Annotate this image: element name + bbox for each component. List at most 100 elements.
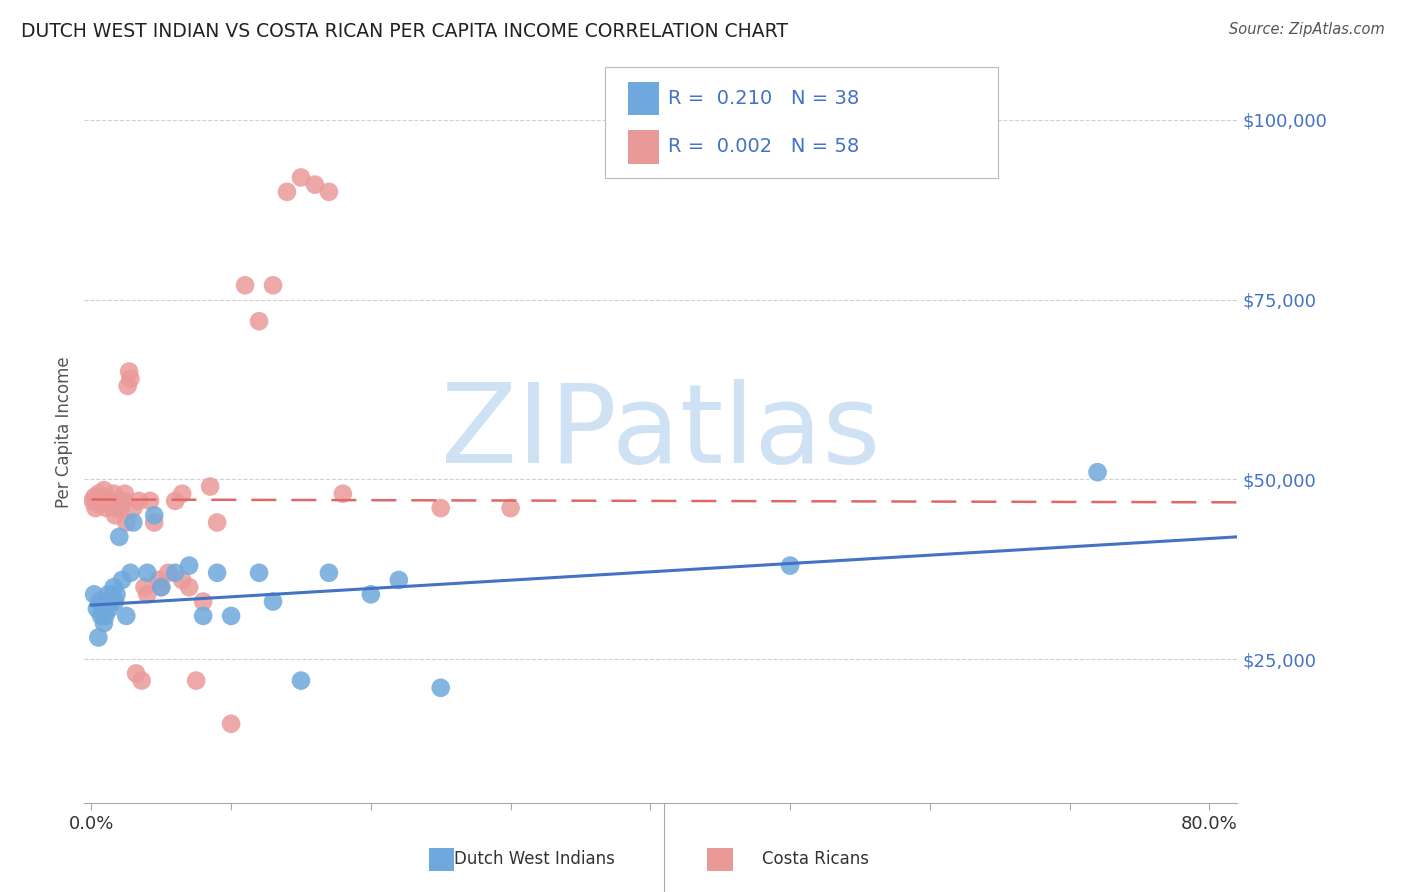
Point [262, 278, 284, 293]
Point [262, 594, 284, 608]
Point [91, 494, 114, 508]
Point [150, 580, 173, 594]
Point [105, 587, 128, 601]
Point [101, 494, 124, 508]
Point [290, 673, 312, 688]
Point [107, 494, 129, 508]
Point [97, 587, 120, 601]
Point [165, 494, 187, 508]
Point [165, 566, 187, 580]
Text: DUTCH WEST INDIAN VS COSTA RICAN PER CAPITA INCOME CORRELATION CHART: DUTCH WEST INDIAN VS COSTA RICAN PER CAP… [21, 22, 789, 41]
Point [233, 278, 256, 293]
Point [100, 494, 122, 508]
Point [96, 594, 118, 608]
Point [205, 516, 228, 530]
Point [429, 501, 451, 516]
Point [125, 666, 148, 681]
Point [86, 494, 108, 508]
Point [90, 608, 112, 623]
Point [108, 494, 131, 508]
Point [247, 566, 270, 580]
Text: Source: ZipAtlas.com: Source: ZipAtlas.com [1229, 22, 1385, 37]
Point [110, 501, 132, 516]
Text: R =  0.002   N = 58: R = 0.002 N = 58 [668, 137, 859, 156]
Point [139, 494, 162, 508]
Point [205, 566, 228, 580]
Point [219, 716, 242, 731]
Point [104, 594, 127, 608]
Point [128, 494, 150, 508]
Point [136, 566, 159, 580]
Point [1087, 465, 1109, 479]
Text: ZIPatlas: ZIPatlas [441, 379, 880, 486]
Point [360, 587, 382, 601]
Point [290, 170, 312, 185]
Point [103, 486, 125, 500]
Point [219, 608, 242, 623]
Y-axis label: Per Capita Income: Per Capita Income [55, 357, 73, 508]
Point [101, 587, 124, 601]
Point [157, 566, 180, 580]
Point [118, 365, 141, 379]
Point [186, 673, 208, 688]
Point [179, 558, 201, 573]
Point [388, 573, 411, 587]
Point [143, 508, 166, 523]
Point [82, 494, 104, 508]
Point [86, 601, 108, 615]
Point [103, 580, 125, 594]
Point [122, 516, 145, 530]
Point [429, 681, 451, 695]
Point [332, 486, 354, 500]
Point [98, 601, 121, 615]
Point [779, 558, 801, 573]
Point [105, 501, 128, 516]
Point [84, 501, 107, 516]
Point [111, 494, 134, 508]
Point [83, 587, 105, 601]
Point [136, 587, 159, 601]
Point [318, 185, 340, 199]
Point [122, 501, 145, 516]
Point [191, 608, 214, 623]
Text: Dutch West Indians: Dutch West Indians [454, 850, 614, 868]
Point [97, 494, 120, 508]
Text: R =  0.210   N = 38: R = 0.210 N = 38 [668, 89, 859, 108]
Point [89, 498, 111, 512]
Point [304, 178, 326, 192]
Point [134, 580, 156, 594]
Point [115, 516, 138, 530]
Point [93, 616, 115, 631]
Point [112, 494, 135, 508]
Point [98, 498, 121, 512]
Point [120, 372, 142, 386]
Point [131, 673, 153, 688]
Point [318, 566, 340, 580]
Point [87, 631, 110, 645]
Point [96, 501, 118, 516]
Point [191, 594, 214, 608]
Point [83, 491, 105, 505]
Point [115, 608, 138, 623]
Point [114, 486, 136, 500]
Point [117, 379, 139, 393]
Point [93, 483, 115, 497]
Point [247, 314, 270, 328]
Point [179, 580, 201, 594]
Point [89, 594, 111, 608]
Point [198, 479, 221, 493]
Text: Costa Ricans: Costa Ricans [762, 850, 869, 868]
Point [150, 580, 173, 594]
Point [276, 185, 298, 199]
Point [108, 530, 131, 544]
Point [87, 486, 110, 500]
Point [90, 491, 112, 505]
Point [94, 608, 117, 623]
Point [111, 573, 134, 587]
Point [143, 516, 166, 530]
Point [148, 573, 170, 587]
Point [104, 508, 127, 523]
Point [100, 594, 122, 608]
Point [91, 601, 114, 615]
Point [172, 486, 194, 500]
